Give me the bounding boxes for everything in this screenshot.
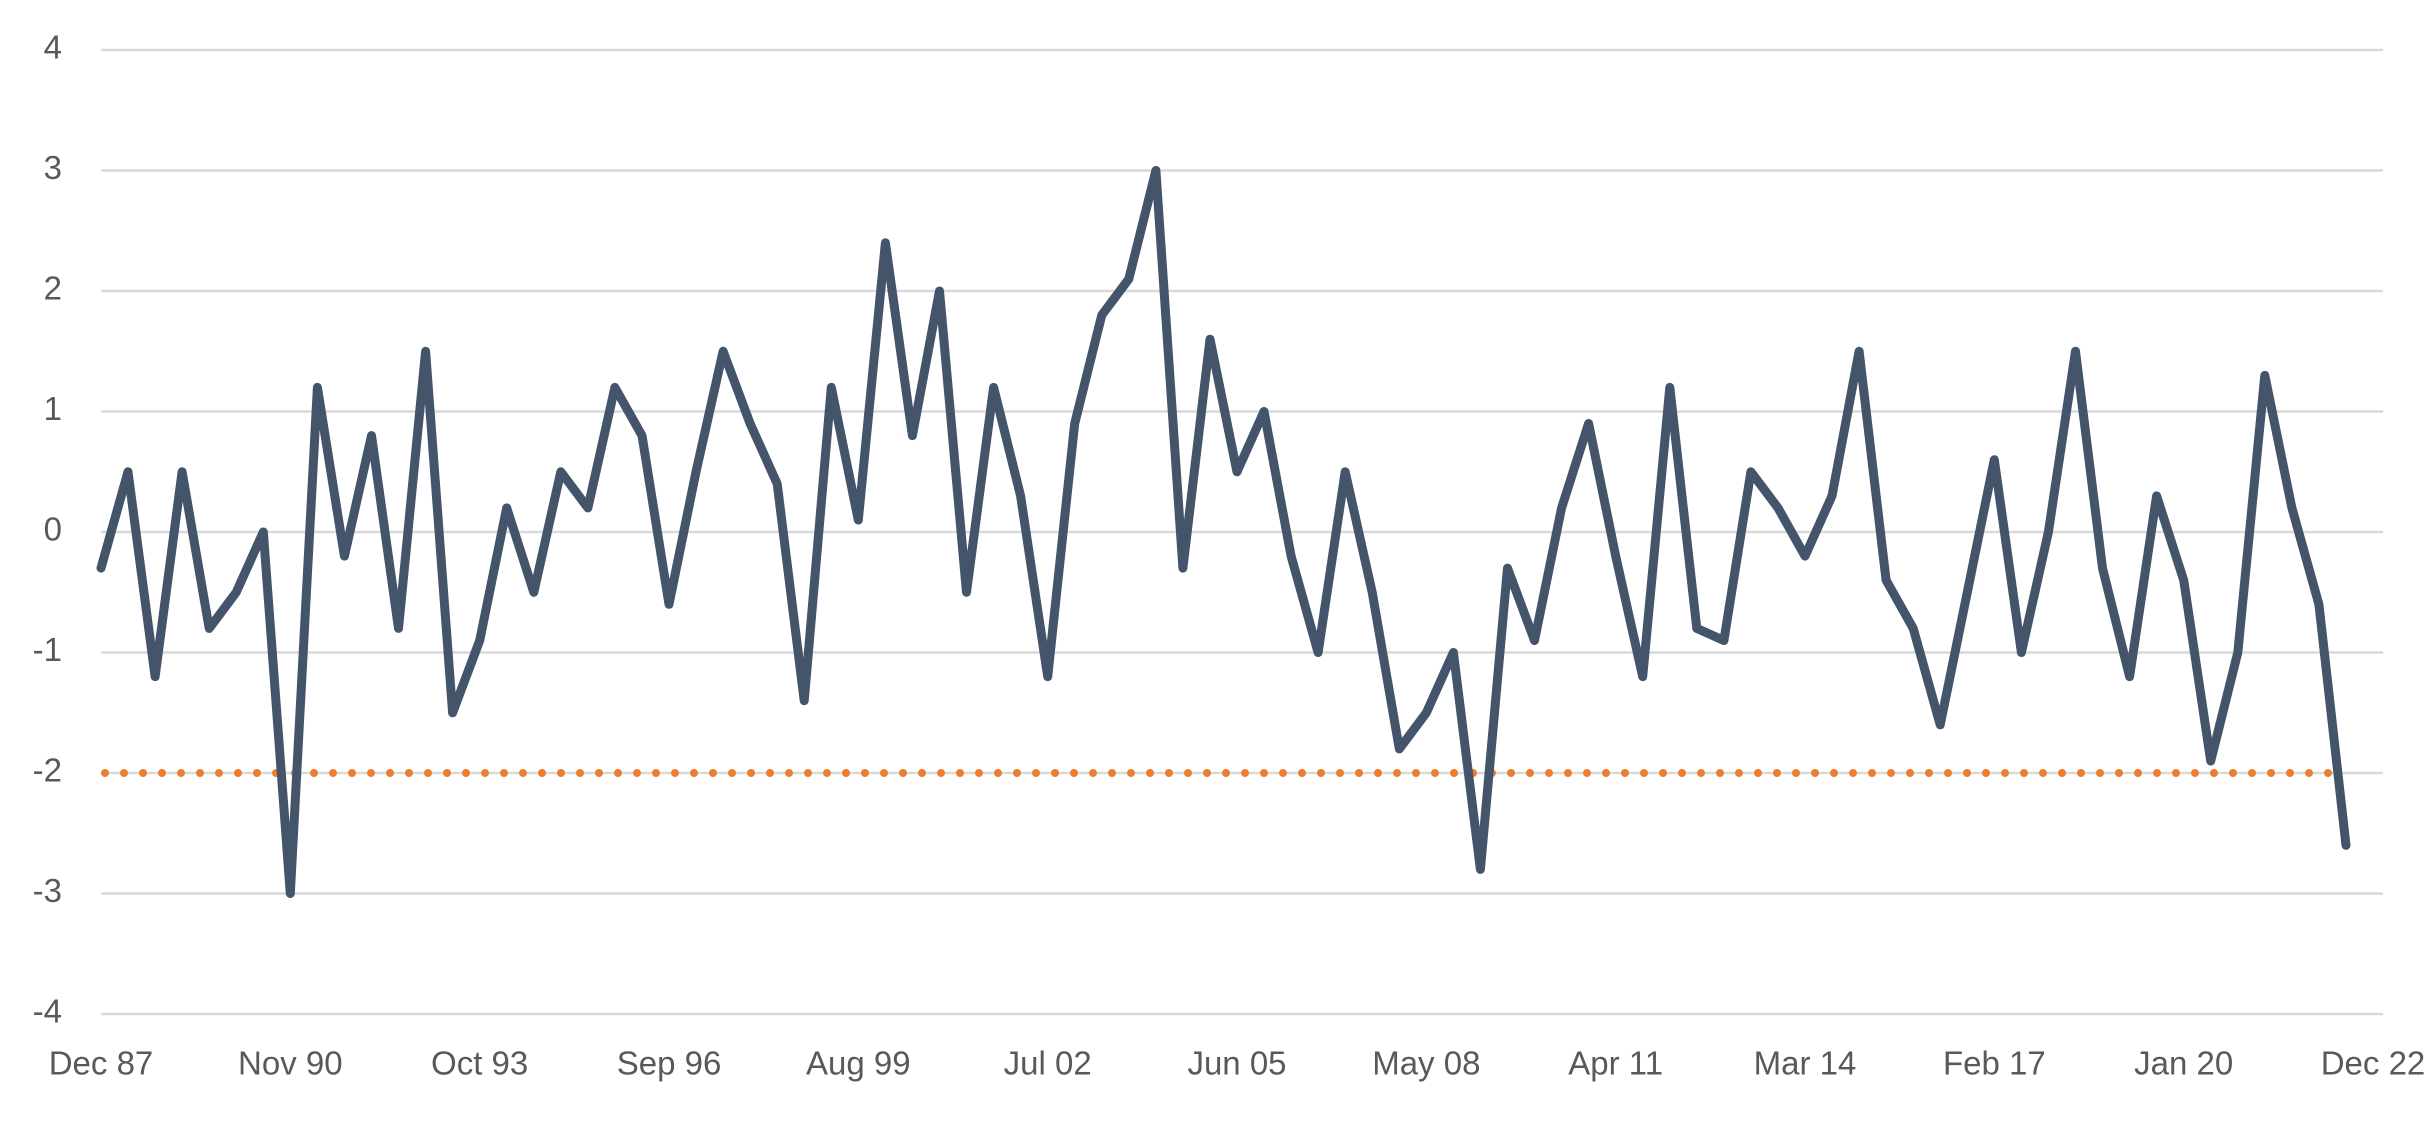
data-line — [96, 166, 2351, 898]
x-tick-label: Dec 22 — [2321, 1045, 2426, 1082]
x-tick-label: Jul 02 — [1004, 1045, 1092, 1082]
x-tick-label: Apr 11 — [1568, 1045, 1663, 1082]
y-tick-label: -2 — [33, 752, 62, 789]
y-tick-label: 1 — [44, 390, 62, 427]
y-tick-label: -4 — [33, 993, 62, 1030]
x-tick-label: Sep 96 — [617, 1045, 722, 1082]
y-tick-label: -1 — [33, 631, 62, 668]
y-tick-label: -3 — [33, 872, 62, 909]
x-tick-label: Oct 93 — [431, 1045, 528, 1082]
x-tick-label: Mar 14 — [1754, 1045, 1857, 1082]
x-tick-label: Dec 87 — [49, 1045, 154, 1082]
y-tick-label: 0 — [44, 511, 62, 548]
x-tick-label: May 08 — [1372, 1045, 1480, 1082]
y-tick-label: 2 — [44, 270, 62, 307]
x-tick-label: Feb 17 — [1943, 1045, 2046, 1082]
y-tick-label: 4 — [44, 29, 62, 66]
x-tick-label: Jun 05 — [1187, 1045, 1286, 1082]
x-tick-label: Jan 20 — [2134, 1045, 2233, 1082]
y-tick-label: 3 — [44, 149, 62, 186]
x-tick-label: Aug 99 — [806, 1045, 911, 1082]
x-tick-label: Nov 90 — [238, 1045, 343, 1082]
